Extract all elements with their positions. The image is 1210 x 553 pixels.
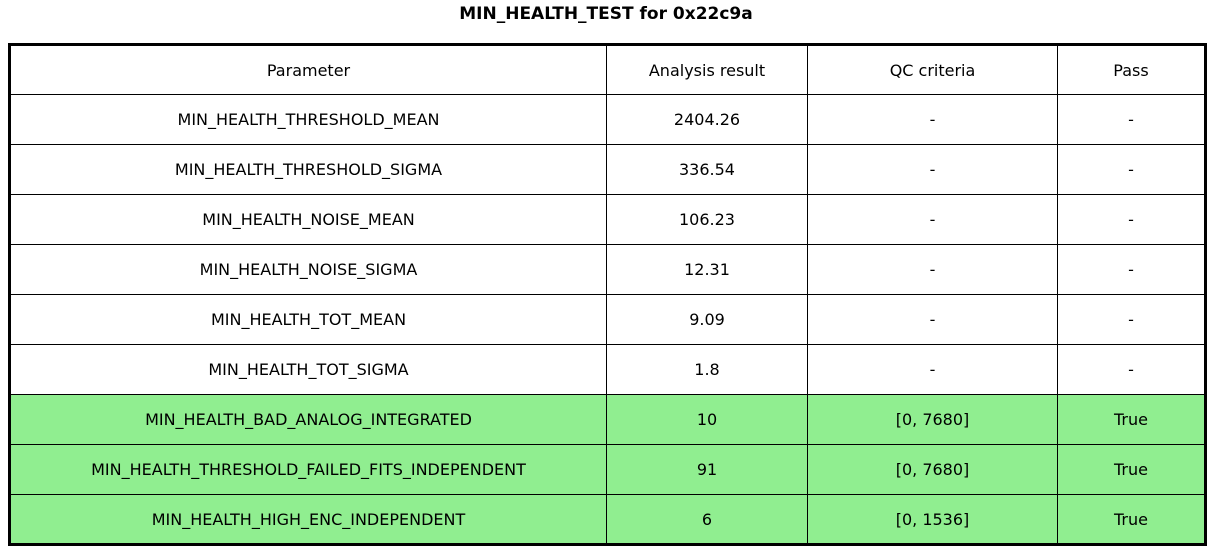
cell-qc-criteria: - [807, 194, 1058, 245]
cell-pass: - [1057, 294, 1206, 345]
cell-pass: - [1057, 344, 1206, 395]
cell-parameter: MIN_HEALTH_BAD_ANALOG_INTEGRATED [9, 394, 607, 445]
table-row: MIN_HEALTH_NOISE_MEAN 106.23- - [9, 194, 1206, 245]
cell-parameter: MIN_HEALTH_HIGH_ENC_INDEPENDENT [9, 494, 607, 545]
cell-parameter: MIN_HEALTH_TOT_SIGMA [9, 344, 607, 395]
cell-pass: - [1057, 194, 1206, 245]
cell-qc-criteria: - [807, 244, 1058, 295]
column-header-analysis-result: Analysis result [606, 44, 808, 95]
cell-qc-criteria: [0, 7680] [807, 394, 1058, 445]
cell-parameter: MIN_HEALTH_THRESHOLD_SIGMA [9, 144, 607, 195]
table-row: MIN_HEALTH_THRESHOLD_MEAN 2404.26- - [9, 94, 1206, 145]
cell-pass: - [1057, 144, 1206, 195]
column-header-qc-criteria: QC criteria [807, 44, 1058, 95]
cell-parameter: MIN_HEALTH_THRESHOLD_FAILED_FITS_INDEPEN… [9, 444, 607, 495]
table-row: MIN_HEALTH_BAD_ANALOG_INTEGRATED 10 [0, 76… [9, 394, 1206, 445]
cell-parameter: MIN_HEALTH_THRESHOLD_MEAN [9, 94, 607, 145]
table-header-row: Parameter Analysis result QC criteria Pa… [9, 44, 1206, 95]
cell-qc-criteria: - [807, 94, 1058, 145]
cell-parameter: MIN_HEALTH_NOISE_SIGMA [9, 244, 607, 295]
column-header-pass: Pass [1057, 44, 1206, 95]
cell-analysis-result: 10 [606, 394, 808, 445]
table-row: MIN_HEALTH_NOISE_SIGMA 12.31- - [9, 244, 1206, 295]
cell-analysis-result: 336.54 [606, 144, 808, 195]
cell-pass: - [1057, 94, 1206, 145]
cell-analysis-result: 2404.26 [606, 94, 808, 145]
cell-parameter: MIN_HEALTH_NOISE_MEAN [9, 194, 607, 245]
cell-parameter: MIN_HEALTH_TOT_MEAN [9, 294, 607, 345]
cell-pass: True [1057, 394, 1206, 445]
column-header-parameter: Parameter [9, 44, 607, 95]
cell-qc-criteria: - [807, 144, 1058, 195]
cell-pass: - [1057, 244, 1206, 295]
cell-pass: True [1057, 494, 1206, 545]
cell-pass: True [1057, 444, 1206, 495]
cell-analysis-result: 106.23 [606, 194, 808, 245]
qc-results-table: Parameter Analysis result QC criteria Pa… [8, 43, 1207, 546]
table-row: MIN_HEALTH_THRESHOLD_FAILED_FITS_INDEPEN… [9, 444, 1206, 495]
cell-qc-criteria: - [807, 344, 1058, 395]
cell-analysis-result: 12.31 [606, 244, 808, 295]
cell-qc-criteria: - [807, 294, 1058, 345]
page-title: MIN_HEALTH_TEST for 0x22c9a [459, 4, 753, 24]
table-row: MIN_HEALTH_HIGH_ENC_INDEPENDENT 6 [0, 1536… [9, 494, 1206, 545]
cell-analysis-result: 91 [606, 444, 808, 495]
cell-qc-criteria: [0, 7680] [807, 444, 1058, 495]
table-row: MIN_HEALTH_TOT_SIGMA 1.8- - [9, 344, 1206, 395]
cell-analysis-result: 6 [606, 494, 808, 545]
table-row: MIN_HEALTH_THRESHOLD_SIGMA 336.54- - [9, 144, 1206, 195]
cell-analysis-result: 9.09 [606, 294, 808, 345]
table-row: MIN_HEALTH_TOT_MEAN 9.09- - [9, 294, 1206, 345]
cell-qc-criteria: [0, 1536] [807, 494, 1058, 545]
cell-analysis-result: 1.8 [606, 344, 808, 395]
table-body: MIN_HEALTH_THRESHOLD_MEAN 2404.26- - MIN_HE… [9, 94, 1206, 545]
